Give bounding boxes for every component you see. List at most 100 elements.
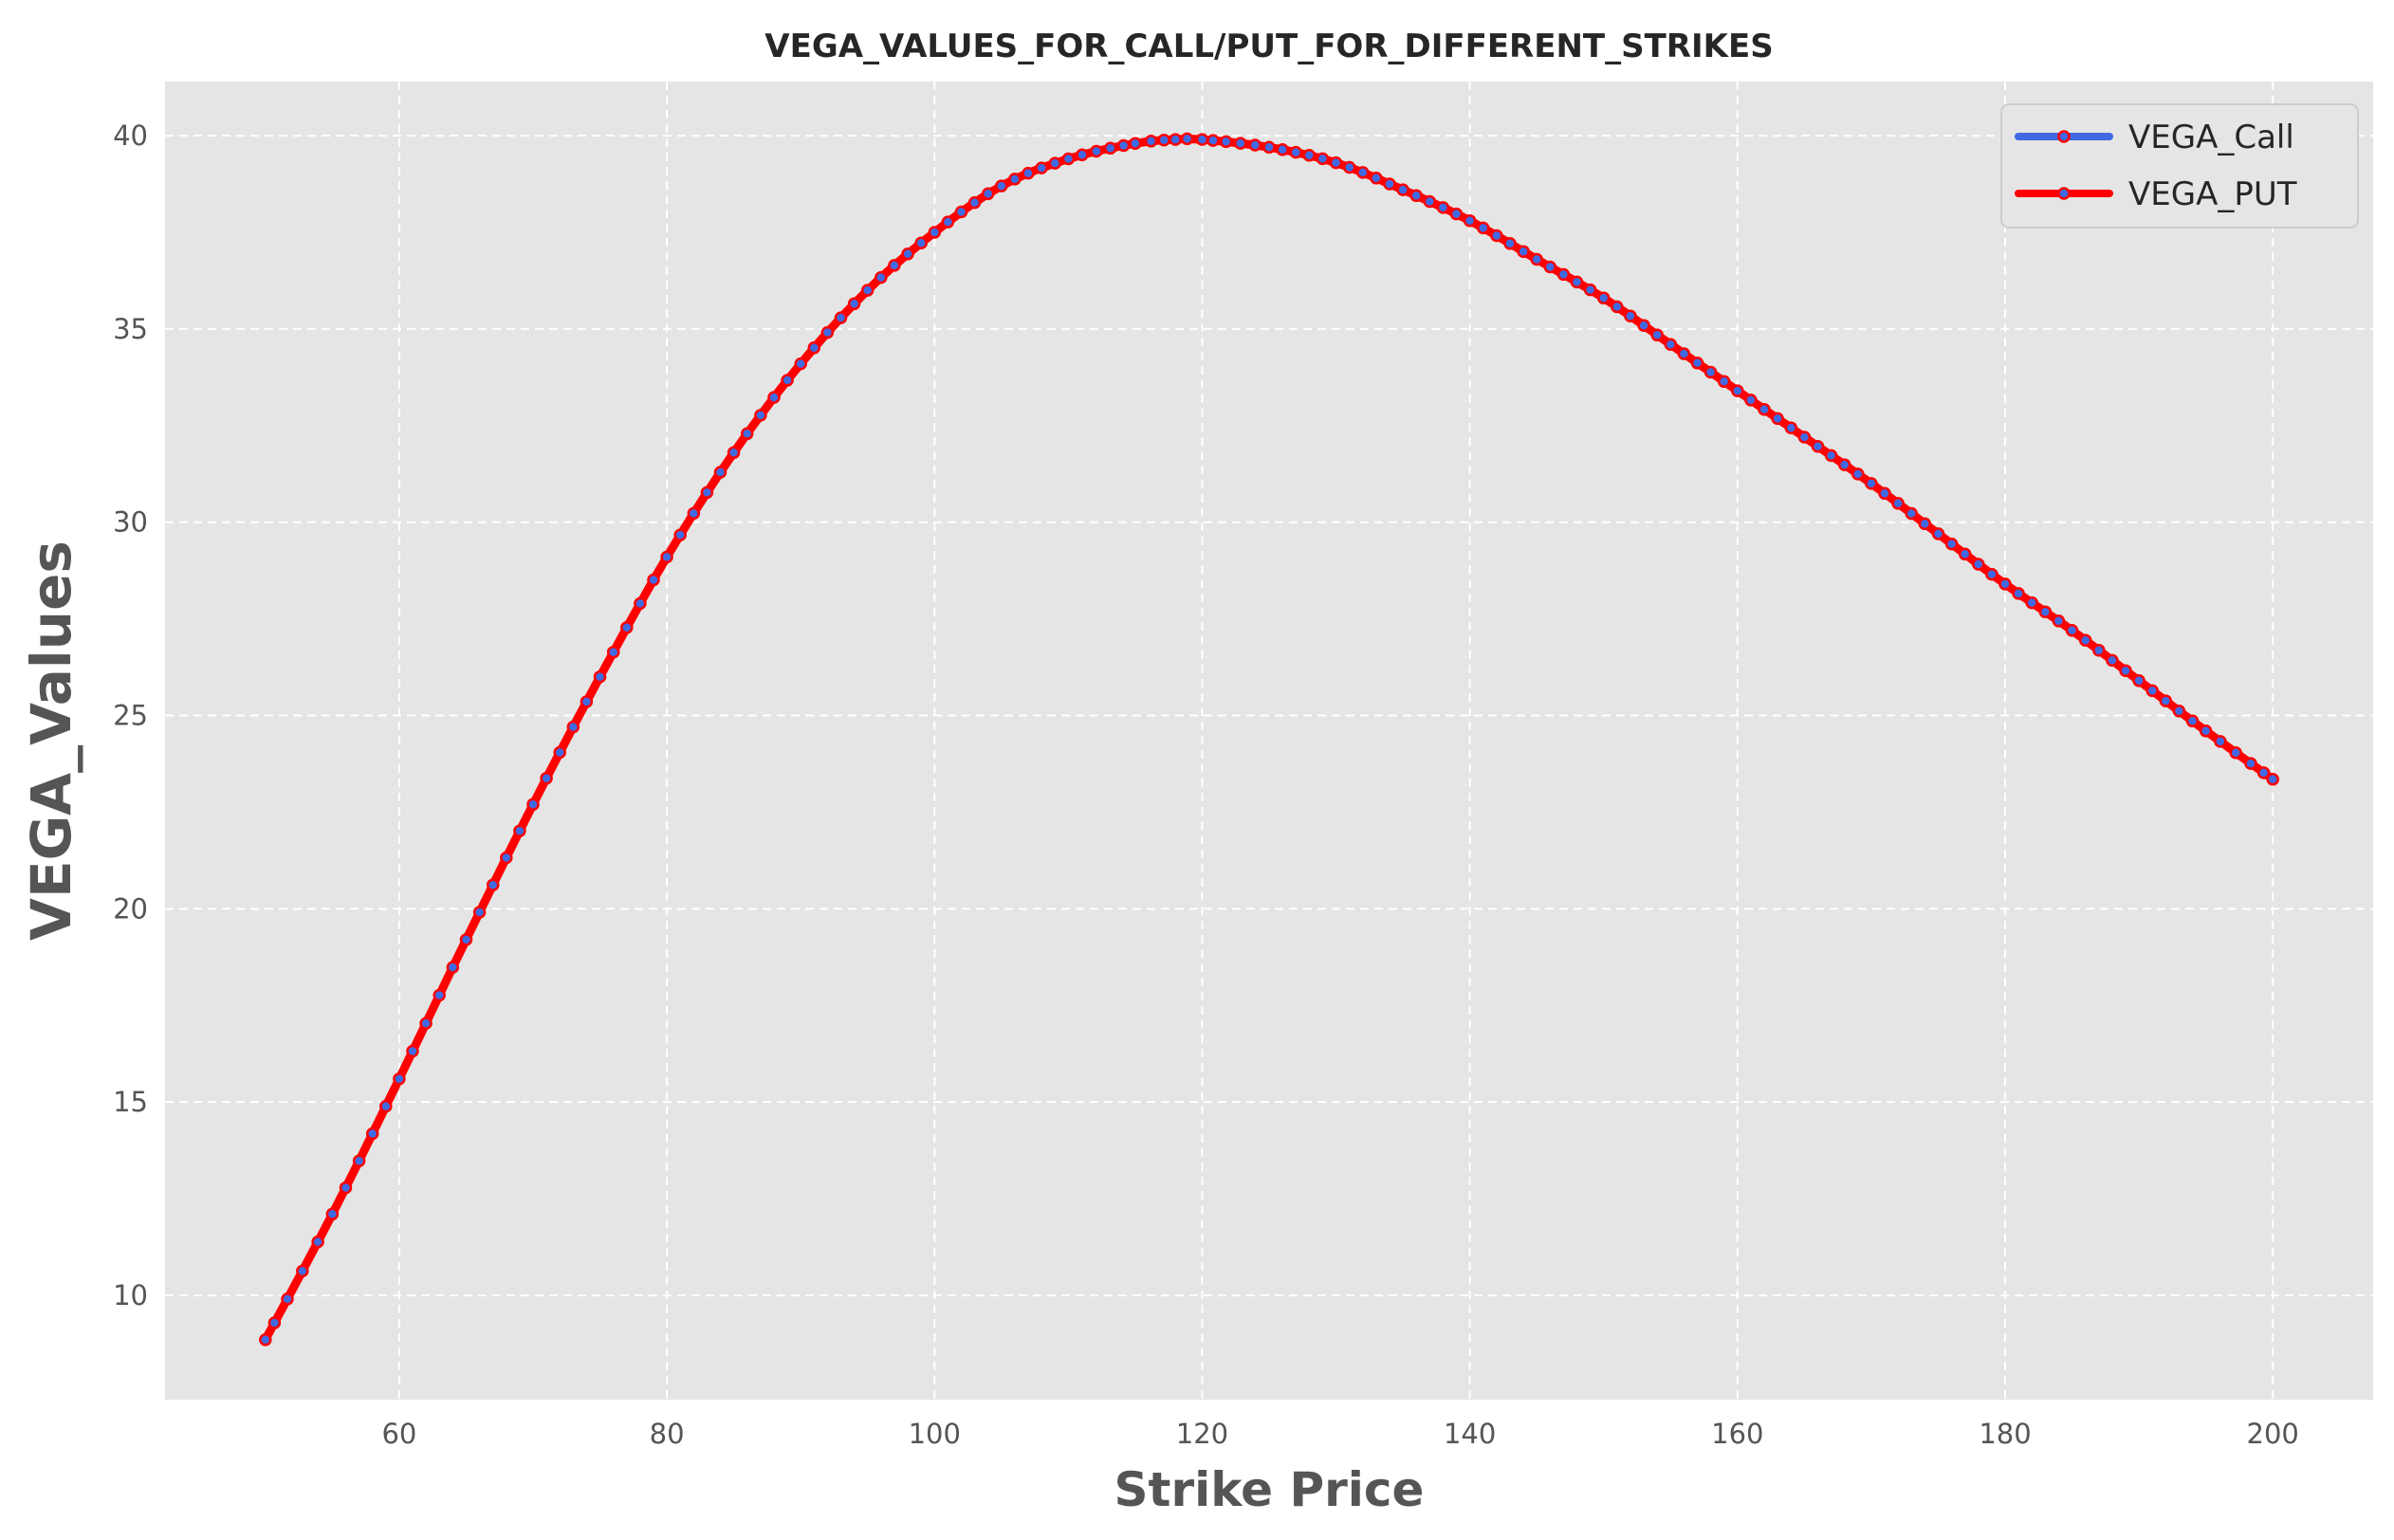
data-point xyxy=(1048,156,1062,170)
data-point xyxy=(687,506,701,521)
legend-entry: VEGA_PUT xyxy=(2128,175,2297,213)
data-point xyxy=(1289,145,1302,159)
data-point xyxy=(914,236,928,249)
x-tick-label: 180 xyxy=(1979,1418,2031,1450)
data-point xyxy=(860,284,875,297)
data-point xyxy=(634,596,647,611)
data-point xyxy=(1878,486,1891,501)
data-point xyxy=(1180,132,1194,146)
x-tick-label: 80 xyxy=(650,1418,685,1450)
data-point xyxy=(1677,347,1691,360)
data-point xyxy=(1543,260,1557,274)
data-point xyxy=(1905,506,1918,521)
data-point xyxy=(1035,161,1048,174)
data-point xyxy=(1076,148,1089,162)
data-point xyxy=(647,573,660,587)
data-point xyxy=(1998,578,2012,591)
x-tick-label: 140 xyxy=(1444,1418,1496,1450)
data-point xyxy=(393,1072,406,1086)
data-point xyxy=(1703,365,1718,379)
data-point xyxy=(1744,394,1758,407)
data-point xyxy=(1797,431,1812,444)
data-point xyxy=(1931,527,1945,541)
data-point xyxy=(713,466,727,479)
y-tick-label: 20 xyxy=(113,892,148,925)
data-point xyxy=(967,195,982,210)
data-point xyxy=(1008,173,1022,186)
data-point xyxy=(901,248,914,261)
data-point xyxy=(660,550,673,564)
data-point xyxy=(472,906,487,919)
data-point xyxy=(1637,319,1650,332)
y-tick-label: 30 xyxy=(113,506,148,539)
data-point xyxy=(1891,497,1905,510)
data-point xyxy=(339,1181,353,1195)
data-point xyxy=(1370,172,1383,185)
data-point xyxy=(2119,664,2132,677)
data-point xyxy=(1195,133,1209,146)
data-point xyxy=(1958,547,1972,561)
data-point xyxy=(954,205,968,219)
data-point xyxy=(352,1154,366,1167)
legend-entry: VEGA_Call xyxy=(2128,119,2294,156)
y-tick-label: 10 xyxy=(113,1279,148,1311)
data-point xyxy=(754,409,767,422)
data-point xyxy=(781,374,794,387)
data-point xyxy=(1664,338,1678,351)
data-point xyxy=(1248,138,1261,152)
data-point xyxy=(2199,724,2213,738)
data-point xyxy=(500,851,513,865)
x-axis-label: Strike Price xyxy=(1114,1462,1425,1517)
data-point xyxy=(727,446,741,460)
data-point xyxy=(311,1235,324,1249)
data-point xyxy=(875,270,888,284)
data-point xyxy=(446,961,460,974)
data-point xyxy=(1556,267,1571,282)
data-point xyxy=(566,720,580,734)
x-tick-label: 200 xyxy=(2247,1418,2299,1450)
data-point xyxy=(981,187,995,201)
data-point xyxy=(820,325,835,339)
data-point xyxy=(296,1264,309,1278)
data-point xyxy=(1302,149,1317,162)
data-point xyxy=(673,528,687,541)
data-point xyxy=(1624,309,1637,322)
data-point xyxy=(526,798,540,812)
legend: VEGA_Call VEGA_PUT xyxy=(2000,103,2359,229)
data-point xyxy=(365,1127,379,1141)
data-point xyxy=(593,669,607,684)
data-point xyxy=(580,695,594,708)
data-point xyxy=(553,745,566,760)
data-point xyxy=(794,357,807,371)
data-point xyxy=(1022,166,1035,180)
data-point xyxy=(2038,605,2053,618)
y-tick-label: 15 xyxy=(113,1086,148,1118)
data-point xyxy=(1329,156,1343,170)
data-point xyxy=(1396,183,1409,196)
data-point xyxy=(1784,421,1798,434)
data-point xyxy=(419,1017,433,1030)
data-point xyxy=(2185,714,2200,728)
data-point xyxy=(459,933,473,946)
data-point xyxy=(700,486,714,500)
data-point xyxy=(1234,137,1247,150)
data-point xyxy=(1436,201,1450,214)
data-point xyxy=(267,1316,282,1329)
data-point xyxy=(1611,300,1624,314)
data-point xyxy=(1811,439,1825,453)
data-point xyxy=(1972,558,1985,571)
data-point xyxy=(2092,643,2106,657)
y-tick-label: 25 xyxy=(113,700,148,732)
data-point xyxy=(1517,245,1530,258)
data-point xyxy=(1116,138,1131,153)
data-point xyxy=(1758,402,1771,416)
data-point xyxy=(1530,252,1543,266)
data-point xyxy=(1061,152,1076,166)
data-point xyxy=(1463,213,1477,228)
data-point xyxy=(1771,412,1784,426)
data-point xyxy=(1090,144,1103,158)
x-tick-label: 120 xyxy=(1176,1418,1228,1450)
y-tick-label: 35 xyxy=(113,313,148,345)
data-point xyxy=(1918,517,1932,531)
y-tick-label: 40 xyxy=(113,119,148,152)
